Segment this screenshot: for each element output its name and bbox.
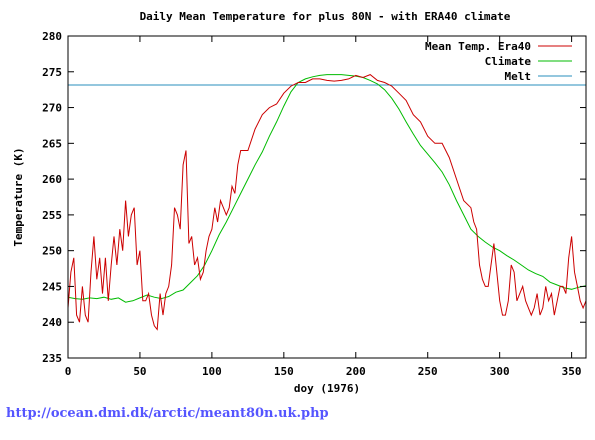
y-tick-label: 260 — [42, 173, 62, 186]
x-tick-label: 0 — [65, 365, 72, 378]
y-tick-label: 250 — [42, 245, 62, 258]
y-tick-label: 255 — [42, 209, 62, 222]
y-tick-label: 240 — [42, 316, 62, 329]
x-tick-label: 350 — [562, 365, 582, 378]
legend: Mean Temp. Era40 Climate Melt — [425, 40, 572, 83]
y-axis-label: Temperature (K) — [12, 147, 25, 246]
chart-title: Daily Mean Temperature for plus 80N - wi… — [140, 10, 511, 23]
y-tick-label: 270 — [42, 102, 62, 115]
x-tick-label: 200 — [346, 365, 366, 378]
y-tick-label: 275 — [42, 66, 62, 79]
source-url-link[interactable]: http://ocean.dmi.dk/arctic/meant80n.uk.p… — [6, 406, 329, 421]
y-tick-label: 280 — [42, 30, 62, 43]
temperature-chart: Daily Mean Temperature for plus 80N - wi… — [12, 10, 587, 395]
series-line-1 — [67, 74, 587, 303]
x-tick-label: 250 — [418, 365, 438, 378]
legend-label: Melt — [505, 70, 532, 83]
y-tick-label: 245 — [42, 280, 62, 293]
legend-label: Climate — [485, 55, 532, 68]
x-tick-label: 300 — [490, 365, 510, 378]
x-tick-label: 150 — [274, 365, 294, 378]
x-tick-label: 100 — [202, 365, 222, 378]
plot-frame — [67, 35, 587, 359]
y-tick-label: 235 — [42, 352, 62, 365]
y-tick-label: 265 — [42, 137, 62, 150]
x-tick-label: 50 — [133, 365, 146, 378]
series-line-0 — [67, 74, 587, 331]
x-axis-label: doy (1976) — [294, 382, 360, 395]
legend-label: Mean Temp. Era40 — [425, 40, 531, 53]
